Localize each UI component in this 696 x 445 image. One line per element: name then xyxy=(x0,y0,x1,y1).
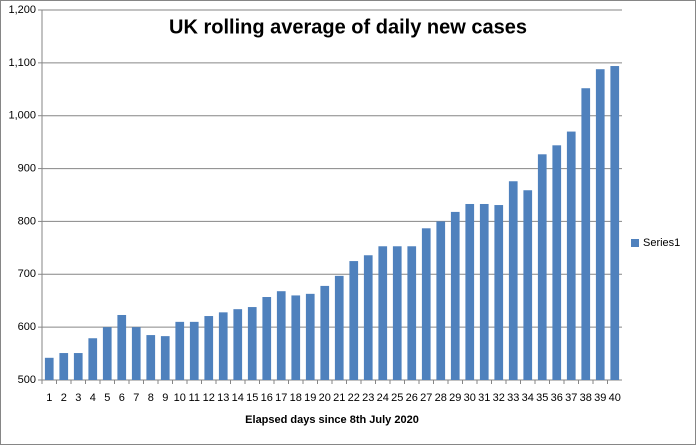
bar xyxy=(233,309,243,380)
bar xyxy=(175,321,185,380)
bar xyxy=(131,327,141,380)
x-tick-label: 4 xyxy=(90,392,96,404)
bar xyxy=(523,190,533,380)
x-tick-label: 18 xyxy=(290,392,302,404)
x-tick-label: 31 xyxy=(478,392,490,404)
bar xyxy=(334,275,344,380)
x-tick-label: 25 xyxy=(391,392,403,404)
x-tick-label: 10 xyxy=(174,392,186,404)
y-tick-label: 700 xyxy=(18,268,36,280)
bar xyxy=(276,291,286,380)
chart-title: UK rolling average of daily new cases xyxy=(169,16,527,38)
bar xyxy=(421,228,431,380)
x-tick-label: 6 xyxy=(119,392,125,404)
bar xyxy=(160,336,170,380)
x-tick-label: 13 xyxy=(217,392,229,404)
bar xyxy=(508,181,518,380)
bar xyxy=(117,314,127,380)
x-tick-label: 30 xyxy=(464,392,476,404)
bar xyxy=(218,312,228,380)
x-tick-label: 28 xyxy=(435,392,447,404)
bar xyxy=(349,261,359,380)
legend-swatch xyxy=(631,239,639,247)
bar xyxy=(88,338,98,380)
bar xyxy=(450,211,460,380)
bar xyxy=(73,353,83,380)
bar xyxy=(291,295,301,380)
bar xyxy=(363,255,373,380)
bar xyxy=(581,88,591,380)
x-tick-label: 37 xyxy=(565,392,577,404)
x-tick-label: 11 xyxy=(189,392,200,404)
bar xyxy=(479,203,489,380)
y-tick-label: 600 xyxy=(18,321,36,333)
bar xyxy=(189,321,199,380)
bar xyxy=(494,205,504,380)
bar xyxy=(378,246,388,380)
y-tick-label: 1,100 xyxy=(8,57,36,69)
x-axis-label: Elapsed days since 8th July 2020 xyxy=(245,414,419,426)
x-tick-label: 35 xyxy=(536,392,548,404)
y-tick-label: 900 xyxy=(18,162,36,174)
x-tick-label: 26 xyxy=(406,392,418,404)
x-tick-label: 5 xyxy=(104,392,110,404)
x-tick-label: 19 xyxy=(304,392,316,404)
bar xyxy=(44,357,54,380)
y-tick-label: 500 xyxy=(18,374,36,386)
x-tick-label: 12 xyxy=(203,392,215,404)
x-tick-label: 1 xyxy=(46,392,52,404)
bar xyxy=(320,285,330,380)
x-tick-label: 20 xyxy=(319,392,331,404)
x-tick-label: 16 xyxy=(261,392,273,404)
x-tick-label: 14 xyxy=(232,392,244,404)
x-tick-label: 22 xyxy=(348,392,360,404)
bar xyxy=(436,221,446,380)
x-tick-label: 36 xyxy=(551,392,563,404)
x-tick-label: 29 xyxy=(449,392,461,404)
bar xyxy=(610,66,620,381)
bar xyxy=(595,69,605,380)
bar xyxy=(262,297,272,380)
bar xyxy=(537,154,547,380)
x-tick-label: 32 xyxy=(493,392,505,404)
x-tick-label: 15 xyxy=(246,392,258,404)
y-tick-label: 800 xyxy=(18,215,36,227)
bar xyxy=(552,145,562,380)
x-tick-label: 2 xyxy=(61,392,67,404)
bar xyxy=(566,131,576,380)
x-tick-label: 27 xyxy=(420,392,432,404)
bar xyxy=(204,316,214,380)
x-tick-label: 33 xyxy=(507,392,519,404)
bar xyxy=(59,353,69,380)
legend-label: Series1 xyxy=(643,237,680,249)
x-tick-label: 8 xyxy=(148,392,154,404)
x-tick-label: 40 xyxy=(609,392,621,404)
bar xyxy=(146,335,156,380)
x-tick-label: 9 xyxy=(162,392,168,404)
x-tick-label: 7 xyxy=(133,392,139,404)
x-tick-label: 34 xyxy=(522,392,534,404)
y-tick-label: 1,200 xyxy=(8,4,36,16)
bar xyxy=(305,293,315,380)
x-tick-label: 38 xyxy=(580,392,592,404)
bar xyxy=(247,307,257,380)
bar xyxy=(392,246,402,380)
y-tick-label: 1,000 xyxy=(8,110,36,122)
bar xyxy=(102,327,112,380)
x-tick-label: 3 xyxy=(75,392,81,404)
x-tick-label: 24 xyxy=(377,392,389,404)
bar xyxy=(407,246,417,380)
x-tick-label: 17 xyxy=(275,392,287,404)
bar xyxy=(465,203,475,380)
x-tick-label: 39 xyxy=(594,392,606,404)
x-tick-label: 23 xyxy=(362,392,374,404)
x-tick-label: 21 xyxy=(333,392,345,404)
